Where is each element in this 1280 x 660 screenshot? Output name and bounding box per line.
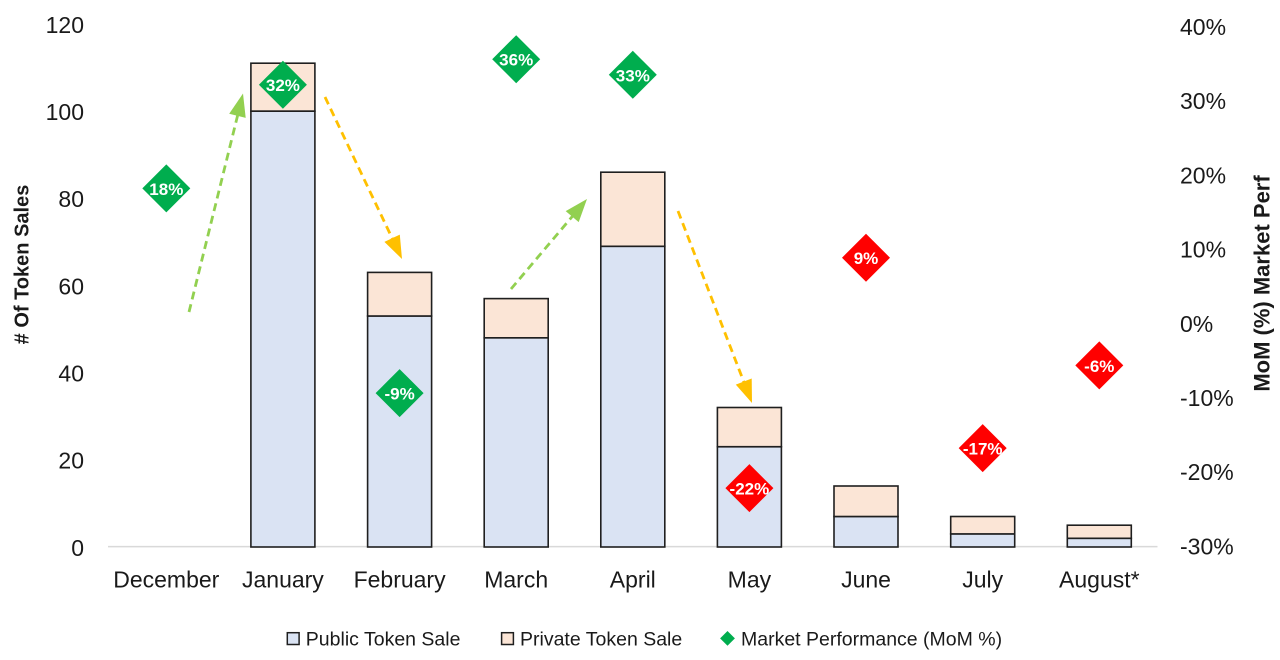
svg-text:40%: 40% xyxy=(1180,14,1226,40)
svg-text:MoM (%) Market Perf: MoM (%) Market Perf xyxy=(1250,175,1275,392)
svg-text:0: 0 xyxy=(71,535,84,561)
svg-text:February: February xyxy=(354,567,447,593)
svg-text:June: June xyxy=(841,567,891,593)
svg-text:100: 100 xyxy=(46,99,84,125)
svg-text:40: 40 xyxy=(58,360,84,386)
svg-text:April: April xyxy=(610,567,656,593)
svg-text:20: 20 xyxy=(58,448,84,474)
svg-text:Private Token Sale: Private Token Sale xyxy=(520,628,682,650)
svg-text:-30%: -30% xyxy=(1180,533,1234,559)
svg-text:July: July xyxy=(962,567,1003,593)
svg-text:-22%: -22% xyxy=(730,480,770,499)
svg-text:March: March xyxy=(484,567,548,593)
svg-text:30%: 30% xyxy=(1180,88,1226,114)
svg-text:Public Token Sale: Public Token Sale xyxy=(306,628,461,650)
svg-text:-10%: -10% xyxy=(1180,385,1234,411)
svg-text:-17%: -17% xyxy=(963,440,1003,459)
svg-text:80: 80 xyxy=(58,186,84,212)
svg-text:20%: 20% xyxy=(1180,162,1226,188)
svg-text:-9%: -9% xyxy=(384,385,414,404)
svg-text:-6%: -6% xyxy=(1084,357,1114,376)
svg-text:August*: August* xyxy=(1059,567,1140,593)
svg-text:36%: 36% xyxy=(499,51,533,70)
svg-text:10%: 10% xyxy=(1180,237,1226,263)
svg-text:18%: 18% xyxy=(149,180,183,199)
svg-text:120: 120 xyxy=(46,12,84,38)
svg-text:0%: 0% xyxy=(1180,311,1213,337)
svg-text:Market Performance (MoM %): Market Performance (MoM %) xyxy=(741,628,1002,650)
svg-text:December: December xyxy=(113,567,219,593)
svg-text:-20%: -20% xyxy=(1180,459,1234,485)
svg-text:January: January xyxy=(242,567,324,593)
svg-text:60: 60 xyxy=(58,273,84,299)
svg-text:May: May xyxy=(728,567,772,593)
svg-text:# Of Token Sales: # Of Token Sales xyxy=(12,185,34,345)
svg-text:32%: 32% xyxy=(266,76,300,95)
svg-text:33%: 33% xyxy=(616,66,650,85)
svg-text:9%: 9% xyxy=(854,249,879,268)
